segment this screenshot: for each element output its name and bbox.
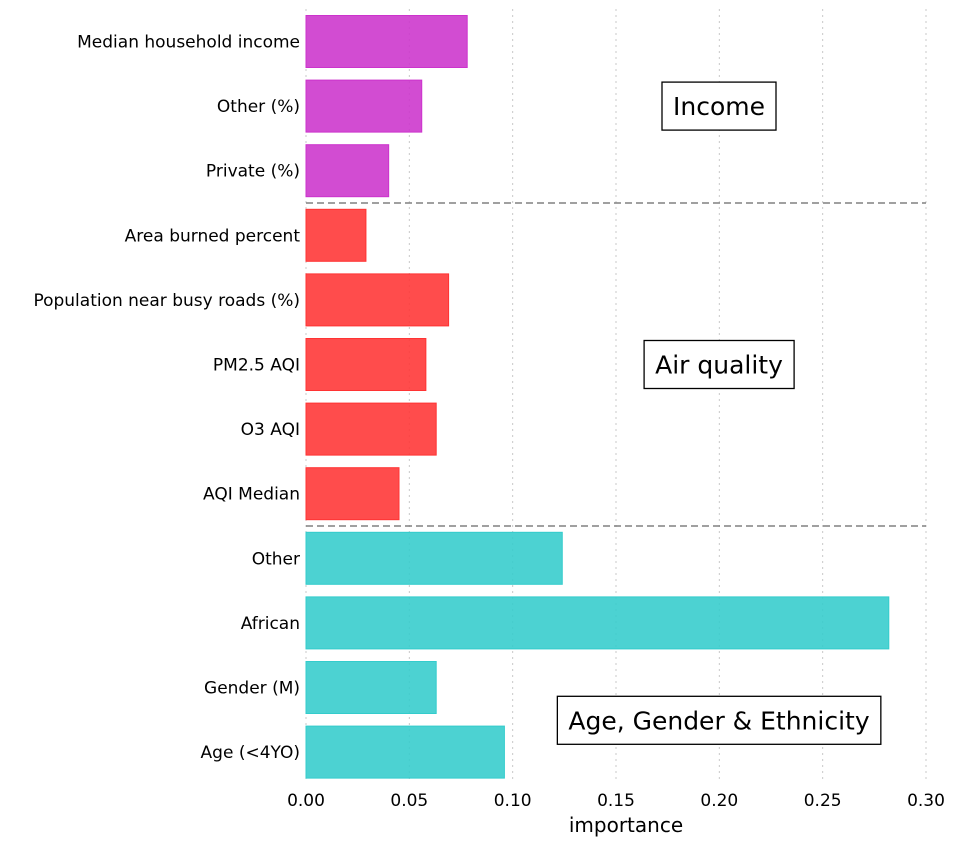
category-label: AQI Median <box>203 485 300 505</box>
bar-population-near-busy-roads <box>305 273 450 327</box>
category-label: Median household income <box>77 33 300 53</box>
category-label: Population near busy roads (%) <box>33 291 300 311</box>
category-label: PM2.5 AQI <box>213 356 300 376</box>
category-label: Age (<4YO) <box>201 743 300 763</box>
group-annotations: Income Air quality Age, Gender & Ethnicity <box>556 81 882 745</box>
x-tick-label: 0.00 <box>287 791 325 811</box>
grid-lines <box>305 9 927 781</box>
x-axis-label: importance <box>569 813 683 837</box>
group-label: Air quality <box>655 351 783 380</box>
category-label: Gender (M) <box>204 679 300 699</box>
category-label: Private (%) <box>206 162 300 182</box>
x-tick-label: 0.20 <box>700 791 738 811</box>
bar-aqi-median <box>305 467 400 521</box>
bar-gender-m <box>305 661 437 714</box>
x-tick-label: 0.30 <box>907 791 945 811</box>
bar-o3-aqi <box>305 402 437 456</box>
category-label: O3 AQI <box>241 420 300 440</box>
group-label-frame <box>556 695 882 745</box>
bars <box>305 15 890 779</box>
category-label: Other <box>252 549 300 569</box>
group-label-frame <box>643 339 795 390</box>
bar-age-4yo <box>305 725 505 779</box>
group-label: Income <box>673 92 765 121</box>
x-tick-labels: 0.00 0.05 0.10 0.15 0.20 0.25 0.30 <box>287 791 945 811</box>
group-label-box: Age, Gender & Ethnicity <box>556 695 882 745</box>
group-label-box: Income <box>661 81 777 131</box>
category-label: African <box>241 614 300 634</box>
bar-area-burned-percent <box>305 208 367 262</box>
x-tick-label: 0.05 <box>390 791 428 811</box>
x-tick-label: 0.15 <box>597 791 635 811</box>
x-tick-label: 0.10 <box>494 791 532 811</box>
bar-private <box>305 144 390 198</box>
x-tick-label: 0.25 <box>804 791 842 811</box>
bar-pm2-5-aqi <box>305 338 427 391</box>
category-labels: Median household income Other (%) Private … <box>33 33 300 764</box>
bar-median-household-income <box>305 15 468 68</box>
group-label-box: Air quality <box>643 339 795 390</box>
group-label-frame <box>661 81 777 131</box>
group-label: Age, Gender & Ethnicity <box>568 706 869 735</box>
category-label: Other (%) <box>217 97 300 117</box>
category-label: Area burned percent <box>125 226 301 246</box>
bar-other <box>305 79 423 133</box>
bar-african <box>305 596 890 650</box>
group-separators <box>306 202 926 527</box>
bar-other <box>305 531 563 585</box>
